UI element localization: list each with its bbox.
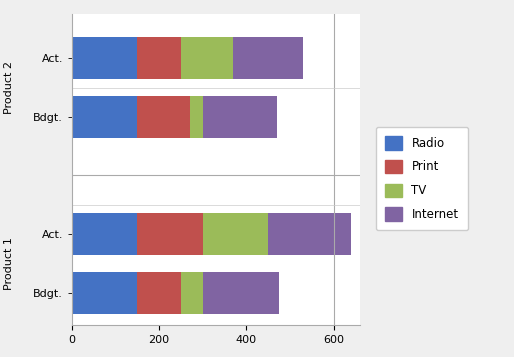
Bar [190, 96, 203, 138]
Bar [137, 37, 181, 79]
Bar [137, 213, 203, 255]
Bar [72, 272, 137, 314]
Bar [181, 37, 233, 79]
Bar [137, 272, 181, 314]
Bar [72, 96, 137, 138]
Text: Product 2: Product 2 [4, 61, 14, 114]
Bar [203, 213, 268, 255]
Bar [203, 96, 277, 138]
Bar [72, 37, 137, 79]
Bar [181, 272, 203, 314]
Bar [268, 213, 351, 255]
Legend: Radio, Print, TV, Internet: Radio, Print, TV, Internet [376, 126, 468, 231]
Text: Product 1: Product 1 [4, 237, 14, 290]
Bar [233, 37, 303, 79]
Bar [72, 213, 137, 255]
Bar [137, 96, 190, 138]
Bar [203, 272, 279, 314]
